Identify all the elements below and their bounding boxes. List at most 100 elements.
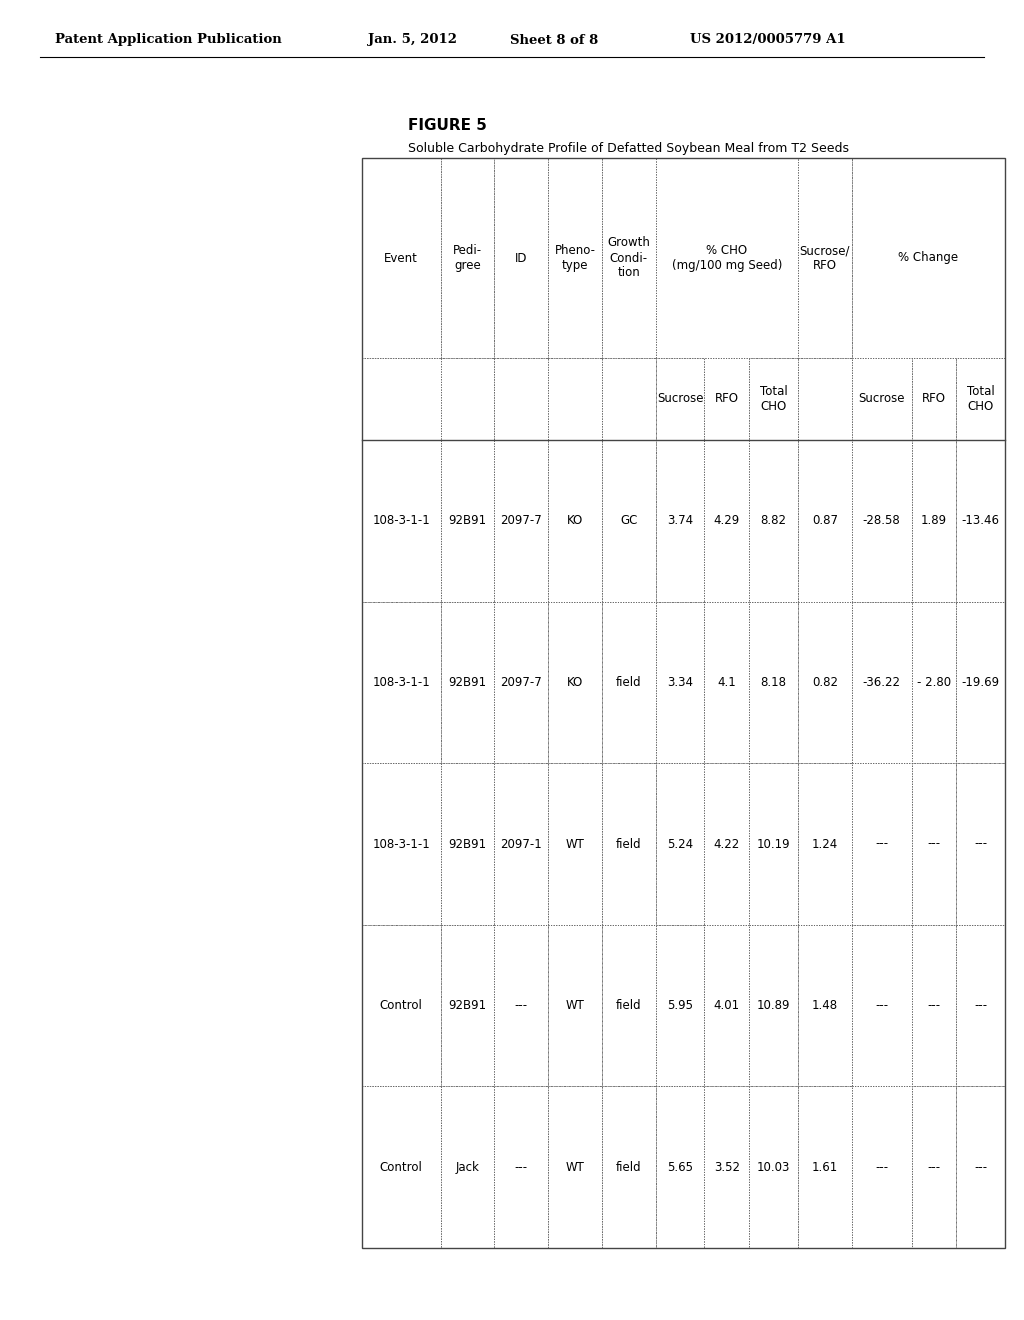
Bar xyxy=(602,925,655,1086)
Bar xyxy=(602,440,655,602)
Text: 0.82: 0.82 xyxy=(812,676,838,689)
Bar xyxy=(548,1086,602,1247)
Bar xyxy=(798,763,852,925)
Bar xyxy=(440,358,495,440)
Text: Jan. 5, 2012: Jan. 5, 2012 xyxy=(368,33,457,46)
Text: 8.18: 8.18 xyxy=(761,676,786,689)
Text: -28.58: -28.58 xyxy=(863,515,900,527)
Bar xyxy=(798,358,852,440)
Text: field: field xyxy=(616,1160,642,1173)
Text: Total
CHO: Total CHO xyxy=(967,385,994,413)
Bar xyxy=(956,1086,1005,1247)
Text: 4.1: 4.1 xyxy=(718,676,736,689)
Bar xyxy=(750,925,798,1086)
Bar xyxy=(911,763,956,925)
Bar xyxy=(602,358,655,440)
Text: Sucrose/
RFO: Sucrose/ RFO xyxy=(800,244,850,272)
Bar xyxy=(798,440,852,602)
Text: ---: --- xyxy=(974,837,987,850)
Text: 92B91: 92B91 xyxy=(449,515,486,527)
Bar xyxy=(750,763,798,925)
Text: 1.61: 1.61 xyxy=(812,1160,838,1173)
Text: 4.29: 4.29 xyxy=(714,515,740,527)
Text: 92B91: 92B91 xyxy=(449,999,486,1012)
Text: ---: --- xyxy=(876,837,888,850)
Bar xyxy=(852,358,911,440)
Text: WT: WT xyxy=(565,999,585,1012)
Bar xyxy=(798,602,852,763)
Text: 108-3-1-1: 108-3-1-1 xyxy=(373,515,430,527)
Text: ID: ID xyxy=(515,252,527,264)
Bar xyxy=(911,602,956,763)
Bar xyxy=(956,925,1005,1086)
Bar xyxy=(440,158,495,358)
Text: 5.65: 5.65 xyxy=(667,1160,693,1173)
Bar xyxy=(911,440,956,602)
Bar xyxy=(798,925,852,1086)
Text: Soluble Carbohydrate Profile of Defatted Soybean Meal from T2 Seeds: Soluble Carbohydrate Profile of Defatted… xyxy=(408,143,849,154)
Bar xyxy=(705,1086,750,1247)
Bar xyxy=(911,358,956,440)
Bar xyxy=(655,1086,705,1247)
Text: -13.46: -13.46 xyxy=(962,515,999,527)
Bar xyxy=(362,358,440,440)
Bar xyxy=(362,602,440,763)
Text: - 2.80: - 2.80 xyxy=(916,676,951,689)
Text: -36.22: -36.22 xyxy=(862,676,901,689)
Text: 2097-7: 2097-7 xyxy=(501,515,542,527)
Bar xyxy=(548,358,602,440)
Text: WT: WT xyxy=(565,1160,585,1173)
Text: Pheno-
type: Pheno- type xyxy=(555,244,596,272)
Text: % Change: % Change xyxy=(898,252,958,264)
Text: ---: --- xyxy=(974,999,987,1012)
Text: 108-3-1-1: 108-3-1-1 xyxy=(373,837,430,850)
Bar xyxy=(655,358,705,440)
Text: Pedi-
gree: Pedi- gree xyxy=(453,244,482,272)
Bar xyxy=(956,763,1005,925)
Bar xyxy=(548,925,602,1086)
Bar xyxy=(495,158,548,358)
Text: US 2012/0005779 A1: US 2012/0005779 A1 xyxy=(690,33,846,46)
Bar xyxy=(440,440,495,602)
Text: 1.48: 1.48 xyxy=(812,999,838,1012)
Text: Growth
Condi-
tion: Growth Condi- tion xyxy=(607,236,650,280)
Text: ---: --- xyxy=(876,1160,888,1173)
Text: 1.24: 1.24 xyxy=(812,837,838,850)
Text: FIGURE 5: FIGURE 5 xyxy=(408,117,486,132)
Bar xyxy=(911,1086,956,1247)
Text: Total
CHO: Total CHO xyxy=(760,385,787,413)
Text: 1.89: 1.89 xyxy=(921,515,947,527)
Bar xyxy=(495,358,548,440)
Text: ---: --- xyxy=(876,999,888,1012)
Bar xyxy=(548,158,602,358)
Text: 3.34: 3.34 xyxy=(667,676,693,689)
Text: Control: Control xyxy=(380,1160,423,1173)
Bar xyxy=(655,602,705,763)
Bar xyxy=(655,925,705,1086)
Bar xyxy=(362,158,440,358)
Bar xyxy=(495,925,548,1086)
Bar xyxy=(750,440,798,602)
Text: 4.01: 4.01 xyxy=(714,999,740,1012)
Bar xyxy=(750,602,798,763)
Bar xyxy=(852,925,911,1086)
Bar xyxy=(495,763,548,925)
Bar xyxy=(852,440,911,602)
Text: 5.95: 5.95 xyxy=(667,999,693,1012)
Text: ---: --- xyxy=(928,837,940,850)
Bar xyxy=(362,925,440,1086)
Text: 92B91: 92B91 xyxy=(449,837,486,850)
Text: Sheet 8 of 8: Sheet 8 of 8 xyxy=(510,33,598,46)
Text: 10.03: 10.03 xyxy=(757,1160,791,1173)
Bar xyxy=(655,158,798,358)
Bar xyxy=(602,602,655,763)
Text: Event: Event xyxy=(384,252,418,264)
Bar xyxy=(362,440,440,602)
Bar xyxy=(362,158,1005,1247)
Bar xyxy=(655,440,705,602)
Text: 5.24: 5.24 xyxy=(667,837,693,850)
Text: 92B91: 92B91 xyxy=(449,676,486,689)
Text: ---: --- xyxy=(928,1160,940,1173)
Text: RFO: RFO xyxy=(715,392,739,405)
Text: field: field xyxy=(616,676,642,689)
